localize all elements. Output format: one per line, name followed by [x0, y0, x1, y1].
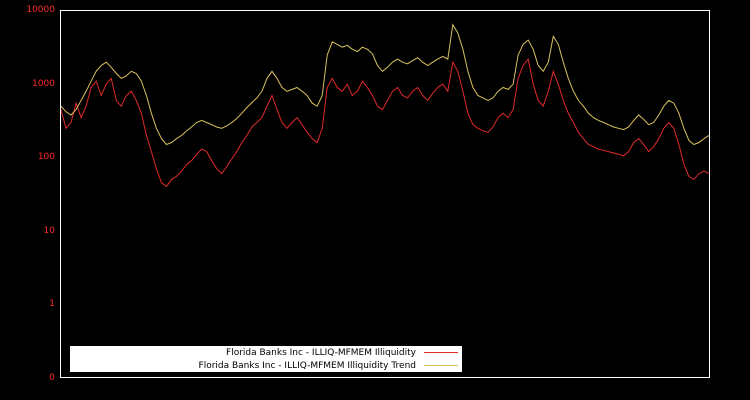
series-line-1	[61, 23, 709, 146]
series-lines-svg	[61, 23, 709, 188]
y-tick-label-100: 100	[37, 152, 55, 162]
legend-label-illiquidity: Florida Banks Inc - ILLIQ-MFMEM Illiquid…	[226, 347, 416, 358]
y-tick-label-0: 0	[49, 373, 55, 383]
y-tick-label-1: 1	[49, 299, 55, 309]
y-tick-label-10000: 10000	[26, 5, 55, 15]
legend-row-trend: Florida Banks Inc - ILLIQ-MFMEM Illiquid…	[70, 359, 462, 372]
y-tick-label-1000: 1000	[32, 79, 55, 89]
legend: Florida Banks Inc - ILLIQ-MFMEM Illiquid…	[70, 346, 462, 372]
legend-line-sample-illiquidity	[424, 352, 458, 353]
y-tick-label-10: 10	[43, 226, 55, 236]
legend-label-trend: Florida Banks Inc - ILLIQ-MFMEM Illiquid…	[198, 360, 416, 371]
plot-area	[60, 10, 710, 378]
series-line-0	[61, 57, 709, 188]
legend-row-illiquidity: Florida Banks Inc - ILLIQ-MFMEM Illiquid…	[70, 346, 462, 359]
legend-line-sample-trend	[424, 365, 458, 366]
